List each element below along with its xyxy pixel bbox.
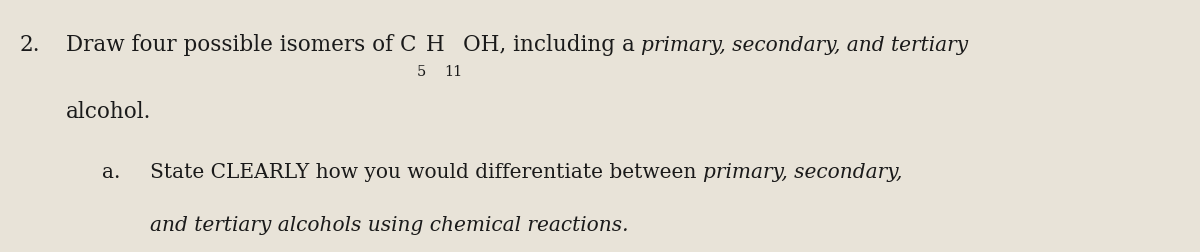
Text: OH, including a: OH, including a [463,34,642,55]
Text: primary, secondary, and tertiary: primary, secondary, and tertiary [642,36,968,54]
Text: 5: 5 [416,65,426,79]
Text: alcohol.: alcohol. [66,100,151,122]
Text: Draw four possible isomers of C: Draw four possible isomers of C [66,34,416,55]
Text: 2.: 2. [19,34,40,55]
Text: 11: 11 [444,65,463,79]
Text: H: H [426,34,444,55]
Text: primary, secondary,: primary, secondary, [703,163,902,182]
Text: State CLEARLY how you would differentiate between: State CLEARLY how you would differentiat… [150,163,703,182]
Text: a.: a. [102,163,120,182]
Text: and tertiary alcohols using chemical reactions.: and tertiary alcohols using chemical rea… [150,216,629,235]
